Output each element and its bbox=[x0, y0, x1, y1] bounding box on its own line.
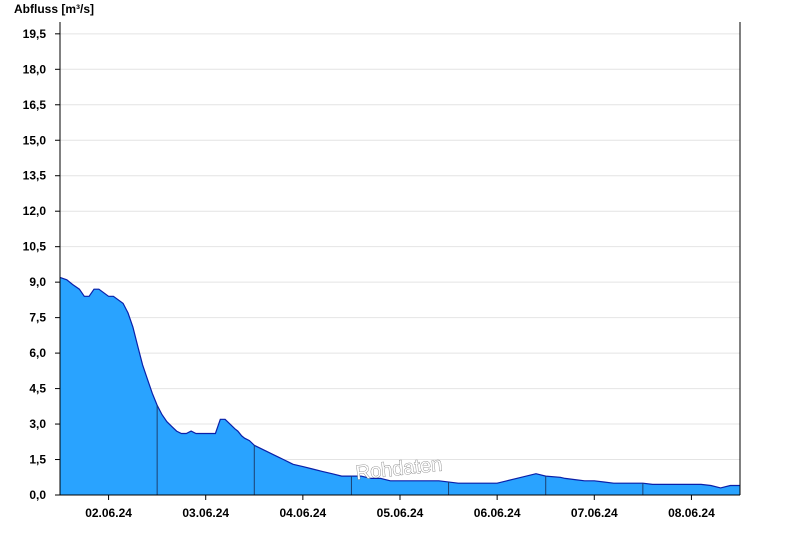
x-tick-label: 08.06.24 bbox=[668, 506, 715, 520]
y-tick-label: 7,5 bbox=[29, 311, 46, 325]
discharge-fill bbox=[60, 277, 740, 495]
discharge-line bbox=[59, 276, 740, 489]
x-tick-label: 06.06.24 bbox=[474, 506, 521, 520]
y-tick-label: 4,5 bbox=[29, 382, 46, 396]
x-tick-label: 05.06.24 bbox=[377, 506, 424, 520]
x-tick-label: 04.06.24 bbox=[279, 506, 326, 520]
discharge-area bbox=[59, 276, 740, 495]
y-tick-label: 13,5 bbox=[23, 169, 47, 183]
grid-lines bbox=[60, 33, 740, 496]
y-axis-title: Abfluss [m³/s] bbox=[14, 2, 94, 16]
y-axis-ticks: 0,0 1,5 3,0 4,5 6,0 7,5 9,0 10,5 12,0 13,5 15,0 16,… bbox=[23, 27, 60, 502]
y-tick-label: 9,0 bbox=[29, 275, 46, 289]
y-tick-label: 15,0 bbox=[23, 133, 47, 147]
y-tick-label: 10,5 bbox=[23, 240, 47, 254]
day-dividers bbox=[156, 405, 644, 495]
y-tick-label: 3,0 bbox=[29, 417, 46, 431]
y-tick-label: 19,5 bbox=[23, 27, 47, 41]
y-tick-label: 12,0 bbox=[23, 204, 47, 218]
x-tick-label: 03.06.24 bbox=[182, 506, 229, 520]
x-tick-label: 02.06.24 bbox=[85, 506, 132, 520]
y-tick-label: 1,5 bbox=[29, 453, 46, 467]
x-tick-label: 07.06.24 bbox=[571, 506, 618, 520]
y-tick-label: 18,0 bbox=[23, 62, 47, 76]
y-tick-label: 16,5 bbox=[23, 98, 47, 112]
x-axis-ticks: 02.06.24 03.06.24 04.06.24 05.06.24 06.06.24… bbox=[85, 495, 715, 520]
y-tick-label: 6,0 bbox=[29, 346, 46, 360]
watermark-label: Rohdaten bbox=[355, 454, 444, 485]
y-tick-label: 0,0 bbox=[29, 488, 46, 502]
